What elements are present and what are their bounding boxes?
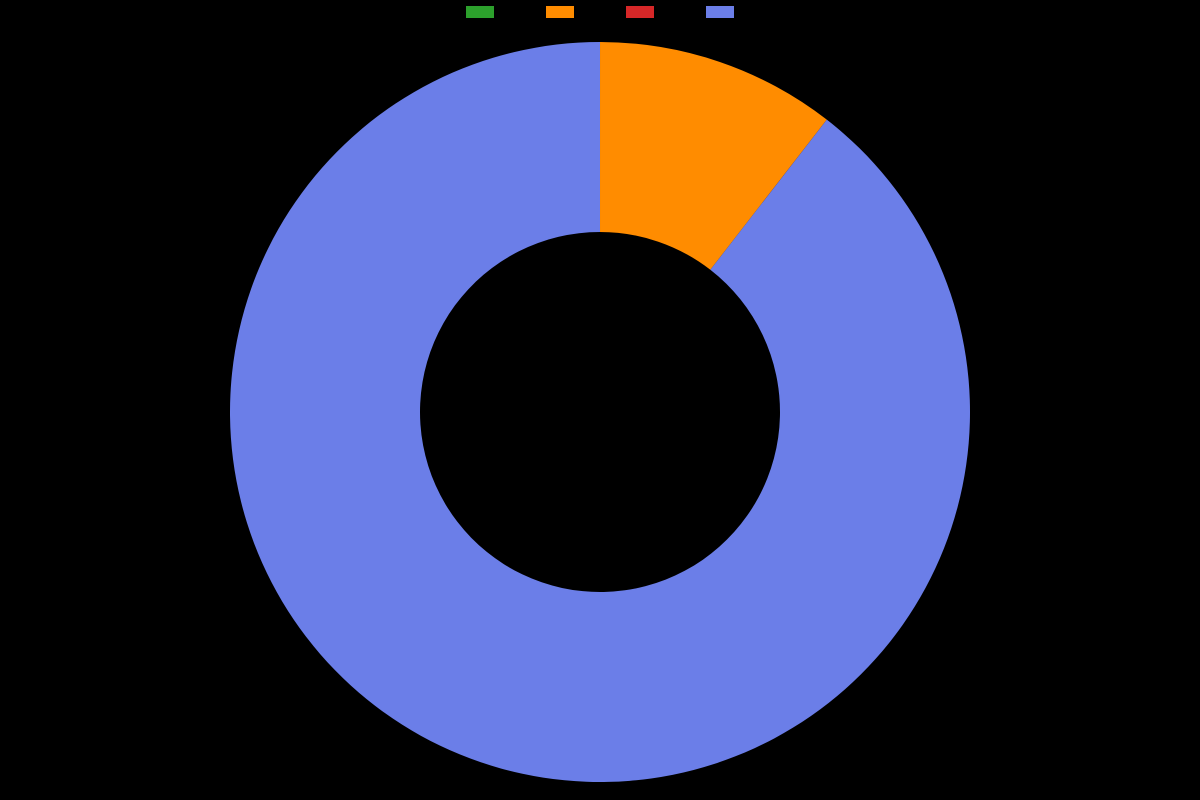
legend-swatch-0 — [466, 6, 494, 18]
legend-swatch-3 — [706, 6, 734, 18]
legend — [0, 6, 1200, 18]
donut-slice-3 — [230, 42, 970, 782]
donut-chart — [0, 24, 1200, 800]
legend-swatch-2 — [626, 6, 654, 18]
legend-swatch-1 — [546, 6, 574, 18]
